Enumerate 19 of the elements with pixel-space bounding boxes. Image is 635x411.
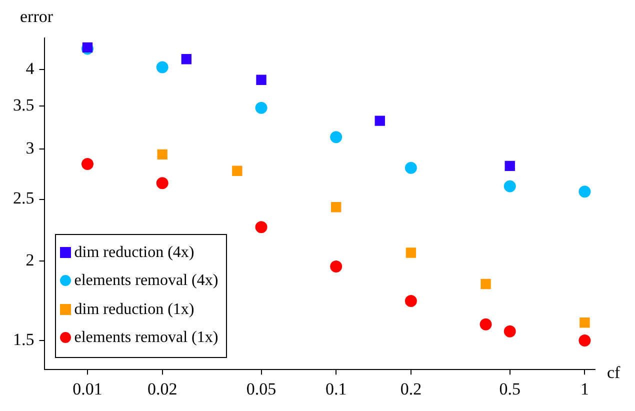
y-tick-label: 1.5 xyxy=(13,330,34,349)
y-tick-label: 2 xyxy=(26,250,34,270)
x-tick-label: 0.01 xyxy=(72,379,102,398)
y-tick-label: 3.5 xyxy=(13,96,34,115)
legend-label: dim reduction (1x) xyxy=(73,300,196,320)
x-tick-label: 1 xyxy=(580,379,589,398)
x-tick-label: 0.2 xyxy=(400,379,422,398)
y-tick-label: 2.5 xyxy=(13,188,34,208)
y-axis-title: error xyxy=(20,7,54,26)
x-axis-title: cf xyxy=(607,363,621,382)
x-tick-label: 0.02 xyxy=(147,379,178,398)
legend-label: dim reduction (4x) xyxy=(73,242,196,263)
y-tick-label: 4 xyxy=(26,58,35,78)
legend-label: elements removal (4x) xyxy=(73,271,218,292)
x-tick-label: 0.05 xyxy=(246,379,276,398)
x-tick-label: 0.1 xyxy=(325,379,347,398)
y-tick-label: 3 xyxy=(26,138,34,158)
legend-label: elements removal (1x) xyxy=(73,328,218,348)
x-tick-label: 0.5 xyxy=(499,379,520,398)
